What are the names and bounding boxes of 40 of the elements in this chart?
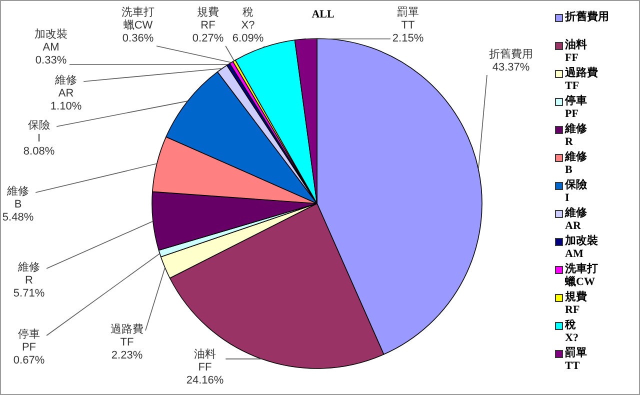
slice-label: 維修 AR [54, 74, 77, 100]
data-label: 8.08% [23, 146, 55, 158]
slice-label: 罰單 TT [397, 6, 419, 32]
data-label: 5.48% [2, 212, 34, 224]
slice-label: 停車 PF [18, 328, 40, 354]
legend-label: 過路費 TF [565, 67, 598, 93]
data-label: 43.37% [492, 62, 530, 74]
legend-label: 罰單 TT [565, 347, 587, 373]
slice-label: 維修 B [6, 186, 29, 211]
legend-label: 維修 B [565, 151, 587, 177]
legend-label: 維修 AR [565, 207, 587, 233]
slice-label: 加改裝 AM [34, 28, 68, 54]
data-label: 0.33% [35, 54, 67, 67]
slice-label: 洗車打蠟CW [122, 6, 154, 32]
data-label: 5.71% [13, 288, 45, 300]
slice-label: 維修 R [17, 262, 40, 287]
legend-label: 加改裝 AM [565, 235, 598, 261]
legend-label: 停車 PF [565, 95, 587, 121]
chart-title: ALL [312, 8, 334, 20]
data-label: 1.10% [50, 100, 82, 113]
slice-label: 保險 I [28, 120, 50, 145]
slice-label: 折舊費用 [489, 48, 533, 61]
slice-label: 過路費 TF [110, 322, 144, 349]
data-label: 6.09% [232, 32, 264, 45]
slice-label: 油料 FF [194, 348, 216, 374]
legend-label: 洗車打蠟CW [565, 263, 598, 289]
slice-label: 稅 X? [241, 6, 255, 32]
legend-label: 油料 FF [565, 39, 587, 65]
data-label: 0.27% [192, 32, 224, 45]
legend-label: 規費 RF [565, 291, 587, 317]
legend-label: 維修 R [565, 123, 587, 149]
data-label: 2.23% [111, 350, 143, 362]
data-label: 2.15% [392, 32, 424, 45]
data-label: 24.16% [186, 374, 224, 387]
data-label: 0.67% [13, 354, 45, 367]
legend-label: 稅 X? [565, 319, 578, 345]
slice-label: 規費 RF [197, 6, 219, 32]
data-label: 0.36% [122, 32, 154, 45]
legend-label: 折舊費用 [565, 11, 609, 24]
legend-label: 保險 I [565, 179, 587, 205]
